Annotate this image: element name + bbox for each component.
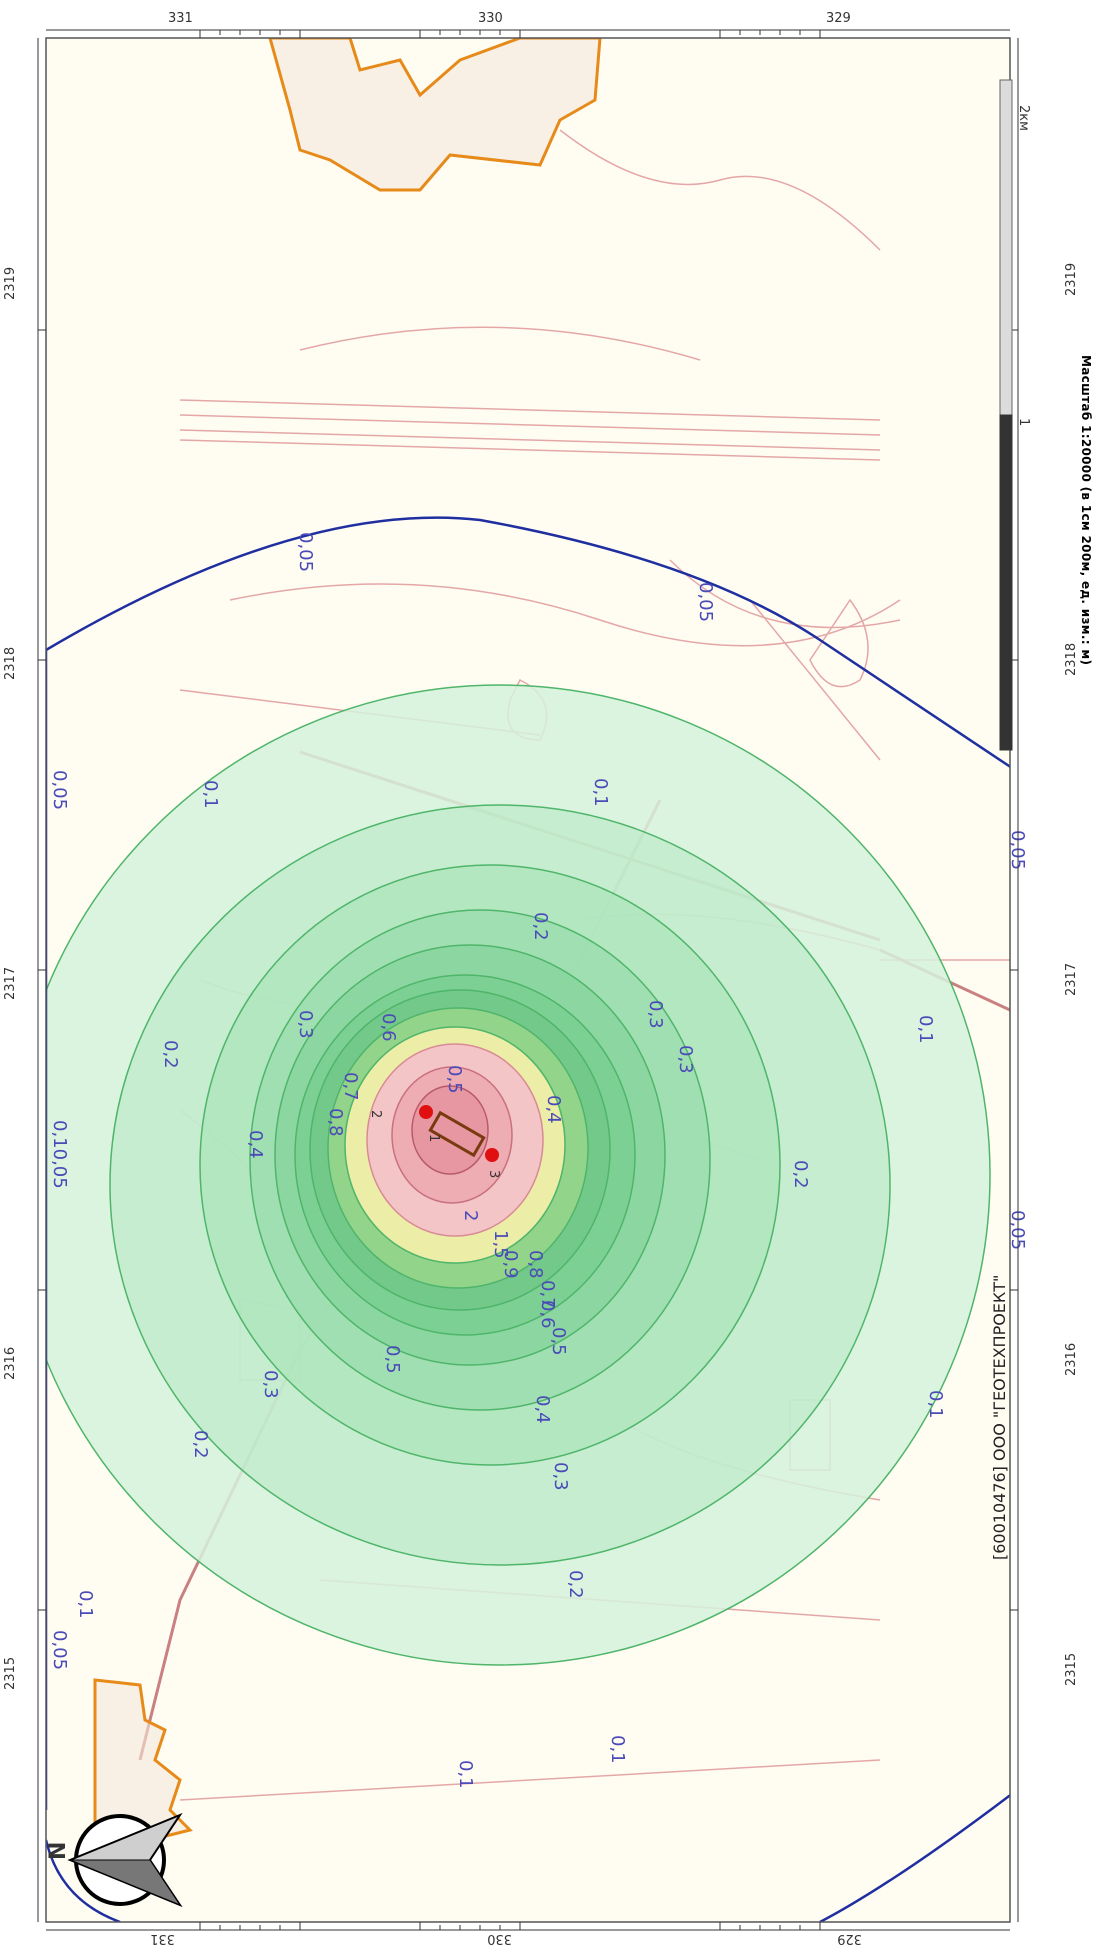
right-axis xyxy=(1010,38,1019,1922)
source-labels: 1 2 3 xyxy=(368,1110,501,1178)
north-arrow-icon xyxy=(67,1812,183,1908)
boundary-0-05 xyxy=(46,516,1010,1922)
iso-label: 0,1 xyxy=(915,1015,936,1044)
right-axis-label: 2315 xyxy=(1064,1653,1079,1686)
left-axis-label: 2319 xyxy=(3,267,18,300)
emission-source-2 xyxy=(485,1148,499,1162)
iso-label: 1,5 xyxy=(490,1230,511,1259)
left-axis-label: 2317 xyxy=(3,967,18,1000)
iso-label: 0,1 xyxy=(925,1390,946,1419)
iso-label: 0,1 xyxy=(455,1760,476,1789)
bottom-axis-label: 330 xyxy=(487,1931,512,1946)
iso-label: 0,7 xyxy=(340,1072,361,1101)
source-label: 3 xyxy=(486,1170,501,1178)
source-label: 1 xyxy=(426,1134,441,1142)
scale-caption: Масштаб 1:20000 (в 1см 200м, ед. изм.: м… xyxy=(1079,355,1093,665)
emission-source-1 xyxy=(419,1105,433,1119)
iso-label: 0,5 xyxy=(382,1345,403,1374)
top-axis-label: 329 xyxy=(826,11,851,26)
iso-label: 0,7 xyxy=(537,1280,558,1309)
right-axis-label: 2318 xyxy=(1064,643,1079,676)
iso-label: 0,2 xyxy=(530,912,551,941)
iso-label: 0,1 xyxy=(607,1735,628,1764)
iso-label: 0,4 xyxy=(543,1095,564,1124)
iso-label: 0,6 xyxy=(537,1300,558,1329)
iso-label: 0,2 xyxy=(790,1160,811,1189)
iso-label: 0,2 xyxy=(565,1570,586,1599)
iso-label: 0,2 xyxy=(160,1040,181,1069)
bottom-axis xyxy=(46,1922,1010,1931)
iso-label: 0,6 xyxy=(378,1013,399,1042)
iso-label: 0,3 xyxy=(675,1045,696,1074)
right-axis-label: 2316 xyxy=(1064,1343,1079,1376)
iso-label: 0,3 xyxy=(260,1370,281,1399)
iso-label: 0,05 xyxy=(295,532,316,572)
iso-label: 0,1 xyxy=(590,778,611,807)
source-label: 2 xyxy=(368,1110,383,1118)
iso-label: 0,5 xyxy=(548,1327,569,1356)
left-axis-label: 2316 xyxy=(3,1347,18,1380)
north-label: N xyxy=(46,1842,71,1860)
iso-label: 0,2 xyxy=(190,1430,211,1459)
right-axis-label: 2317 xyxy=(1064,963,1079,996)
iso-label: 0,3 xyxy=(645,1000,666,1029)
top-axis-label: 330 xyxy=(478,11,503,26)
scale-bar-mid-label: 1 xyxy=(1016,418,1031,426)
left-axis-label: 2315 xyxy=(3,1657,18,1690)
author-credit: [60010476] ООО "ГЕОТЕХПРОЕКТ" xyxy=(990,1275,1009,1560)
scale-bar-end-label: 2км xyxy=(1016,105,1031,131)
concentration-zones xyxy=(46,684,991,1666)
top-axis-label: 331 xyxy=(168,11,193,26)
iso-label: 0,3 xyxy=(295,1010,316,1039)
map-frame xyxy=(45,37,1011,1923)
iso-label: 0,1 xyxy=(75,1590,96,1619)
iso-label: 0,05 xyxy=(695,582,716,622)
iso-label: 0,4 xyxy=(532,1395,553,1424)
enterprise-footprint xyxy=(428,1110,486,1158)
iso-label: 0,05 xyxy=(49,770,70,810)
iso-label: 0,05 xyxy=(49,1630,70,1670)
scale-bar xyxy=(999,79,1013,751)
bottom-axis-label: 329 xyxy=(837,1931,862,1946)
iso-label: 0,4 xyxy=(245,1130,266,1159)
settlement-north xyxy=(268,38,602,192)
iso-label: 0,1 xyxy=(200,780,221,809)
top-axis xyxy=(46,29,1010,38)
iso-label: 2 xyxy=(460,1210,481,1221)
isoline-labels: 0,05 0,05 0,05 0,05 0,05 0,05 0,1 0,1 0,… xyxy=(49,532,1028,1789)
iso-label: 0,8 xyxy=(525,1250,546,1279)
left-axis-label: 2318 xyxy=(3,647,18,680)
iso-label-combined: 0,10,05 xyxy=(49,1120,70,1189)
iso-label: 0,9 xyxy=(500,1250,521,1279)
iso-label: 0,5 xyxy=(444,1065,465,1094)
iso-label: 0,3 xyxy=(550,1462,571,1491)
iso-label: 0,8 xyxy=(325,1108,346,1137)
bottom-axis-label: 331 xyxy=(150,1931,175,1946)
right-axis-label: 2319 xyxy=(1064,263,1079,296)
left-axis xyxy=(37,38,46,1922)
